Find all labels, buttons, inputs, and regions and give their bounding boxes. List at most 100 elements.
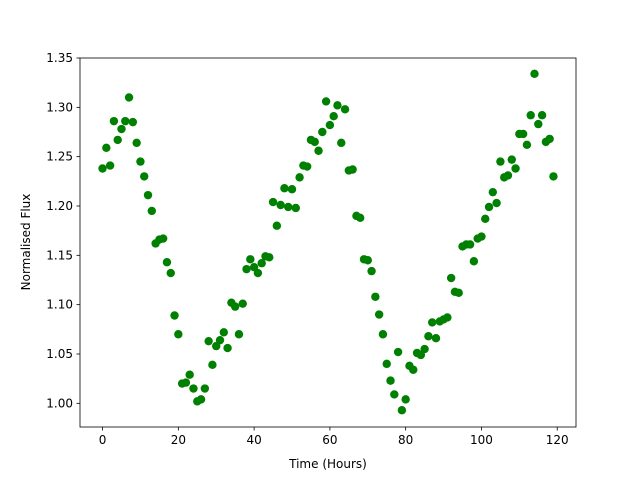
y-tick-label: 1.00: [46, 396, 73, 410]
point: [534, 119, 543, 129]
point: [174, 330, 183, 339]
point: [170, 311, 179, 320]
point: [382, 359, 391, 369]
point: [367, 266, 376, 276]
point: [496, 157, 505, 166]
point: [477, 232, 486, 241]
point: [549, 172, 558, 181]
point: [431, 334, 441, 343]
point: [234, 330, 244, 339]
point: [272, 221, 282, 230]
point: [503, 171, 513, 180]
point: [113, 135, 122, 145]
x-axis-label: Time (Hours): [288, 457, 367, 471]
point: [356, 213, 365, 223]
point: [526, 111, 535, 120]
x-tick-label: 120: [546, 433, 569, 447]
point: [329, 112, 338, 121]
point: [363, 256, 372, 265]
point: [390, 390, 399, 399]
y-tick-label: 1.15: [46, 248, 73, 262]
point: [333, 101, 342, 110]
point: [219, 328, 228, 337]
point: [465, 240, 475, 249]
point: [401, 395, 410, 404]
point: [140, 172, 149, 181]
point: [530, 69, 539, 78]
point: [276, 200, 285, 210]
y-tick-label: 1.30: [46, 100, 73, 114]
point: [537, 111, 547, 120]
point: [208, 360, 217, 370]
point: [105, 161, 115, 170]
point: [446, 273, 456, 283]
x-tick-label: 40: [246, 433, 261, 447]
point: [310, 137, 319, 147]
point: [348, 165, 357, 174]
point: [484, 202, 494, 212]
point: [181, 378, 191, 387]
point: [200, 384, 210, 393]
point: [424, 332, 433, 341]
point: [518, 129, 528, 139]
point: [314, 146, 323, 155]
point: [158, 234, 168, 243]
point: [204, 336, 213, 346]
point: [98, 164, 107, 173]
point: [246, 255, 255, 264]
y-tick-label: 1.05: [46, 347, 73, 361]
x-tick-label: 0: [99, 433, 107, 447]
point: [397, 406, 407, 415]
point: [469, 257, 479, 266]
point: [492, 198, 501, 208]
point: [428, 318, 437, 327]
point: [230, 302, 240, 311]
point: [374, 310, 384, 319]
point: [386, 376, 395, 385]
point: [481, 214, 490, 224]
point: [147, 206, 157, 216]
point: [291, 203, 300, 213]
point: [102, 143, 111, 152]
y-tick-label: 1.25: [46, 150, 73, 164]
point: [378, 330, 388, 339]
point: [185, 370, 194, 379]
point: [128, 117, 138, 127]
x-tick-label: 20: [171, 433, 186, 447]
point: [507, 155, 516, 164]
point: [136, 157, 145, 166]
point: [488, 187, 498, 197]
point: [121, 116, 130, 126]
point: [117, 124, 126, 134]
point: [393, 347, 403, 357]
point: [268, 197, 278, 207]
point: [302, 162, 312, 171]
point: [189, 384, 198, 393]
point: [318, 127, 327, 137]
point: [545, 134, 554, 144]
y-tick-label: 1.10: [46, 298, 73, 312]
point: [409, 365, 418, 374]
point: [371, 292, 380, 301]
point: [321, 97, 331, 106]
point: [215, 335, 225, 345]
point: [242, 264, 251, 274]
x-tick-label: 80: [398, 433, 413, 447]
point: [280, 184, 289, 193]
point: [337, 138, 346, 148]
point: [253, 268, 263, 278]
point: [223, 343, 232, 353]
y-tick-label: 1.20: [46, 199, 73, 213]
point: [295, 173, 304, 182]
point: [420, 344, 429, 354]
y-axis-label: Normalised Flux: [19, 194, 33, 291]
point: [325, 120, 335, 130]
point: [162, 258, 172, 267]
point: [522, 140, 532, 150]
y-tick-label: 1.35: [46, 51, 73, 65]
point: [166, 268, 175, 278]
point: [143, 190, 153, 200]
point: [124, 93, 134, 102]
